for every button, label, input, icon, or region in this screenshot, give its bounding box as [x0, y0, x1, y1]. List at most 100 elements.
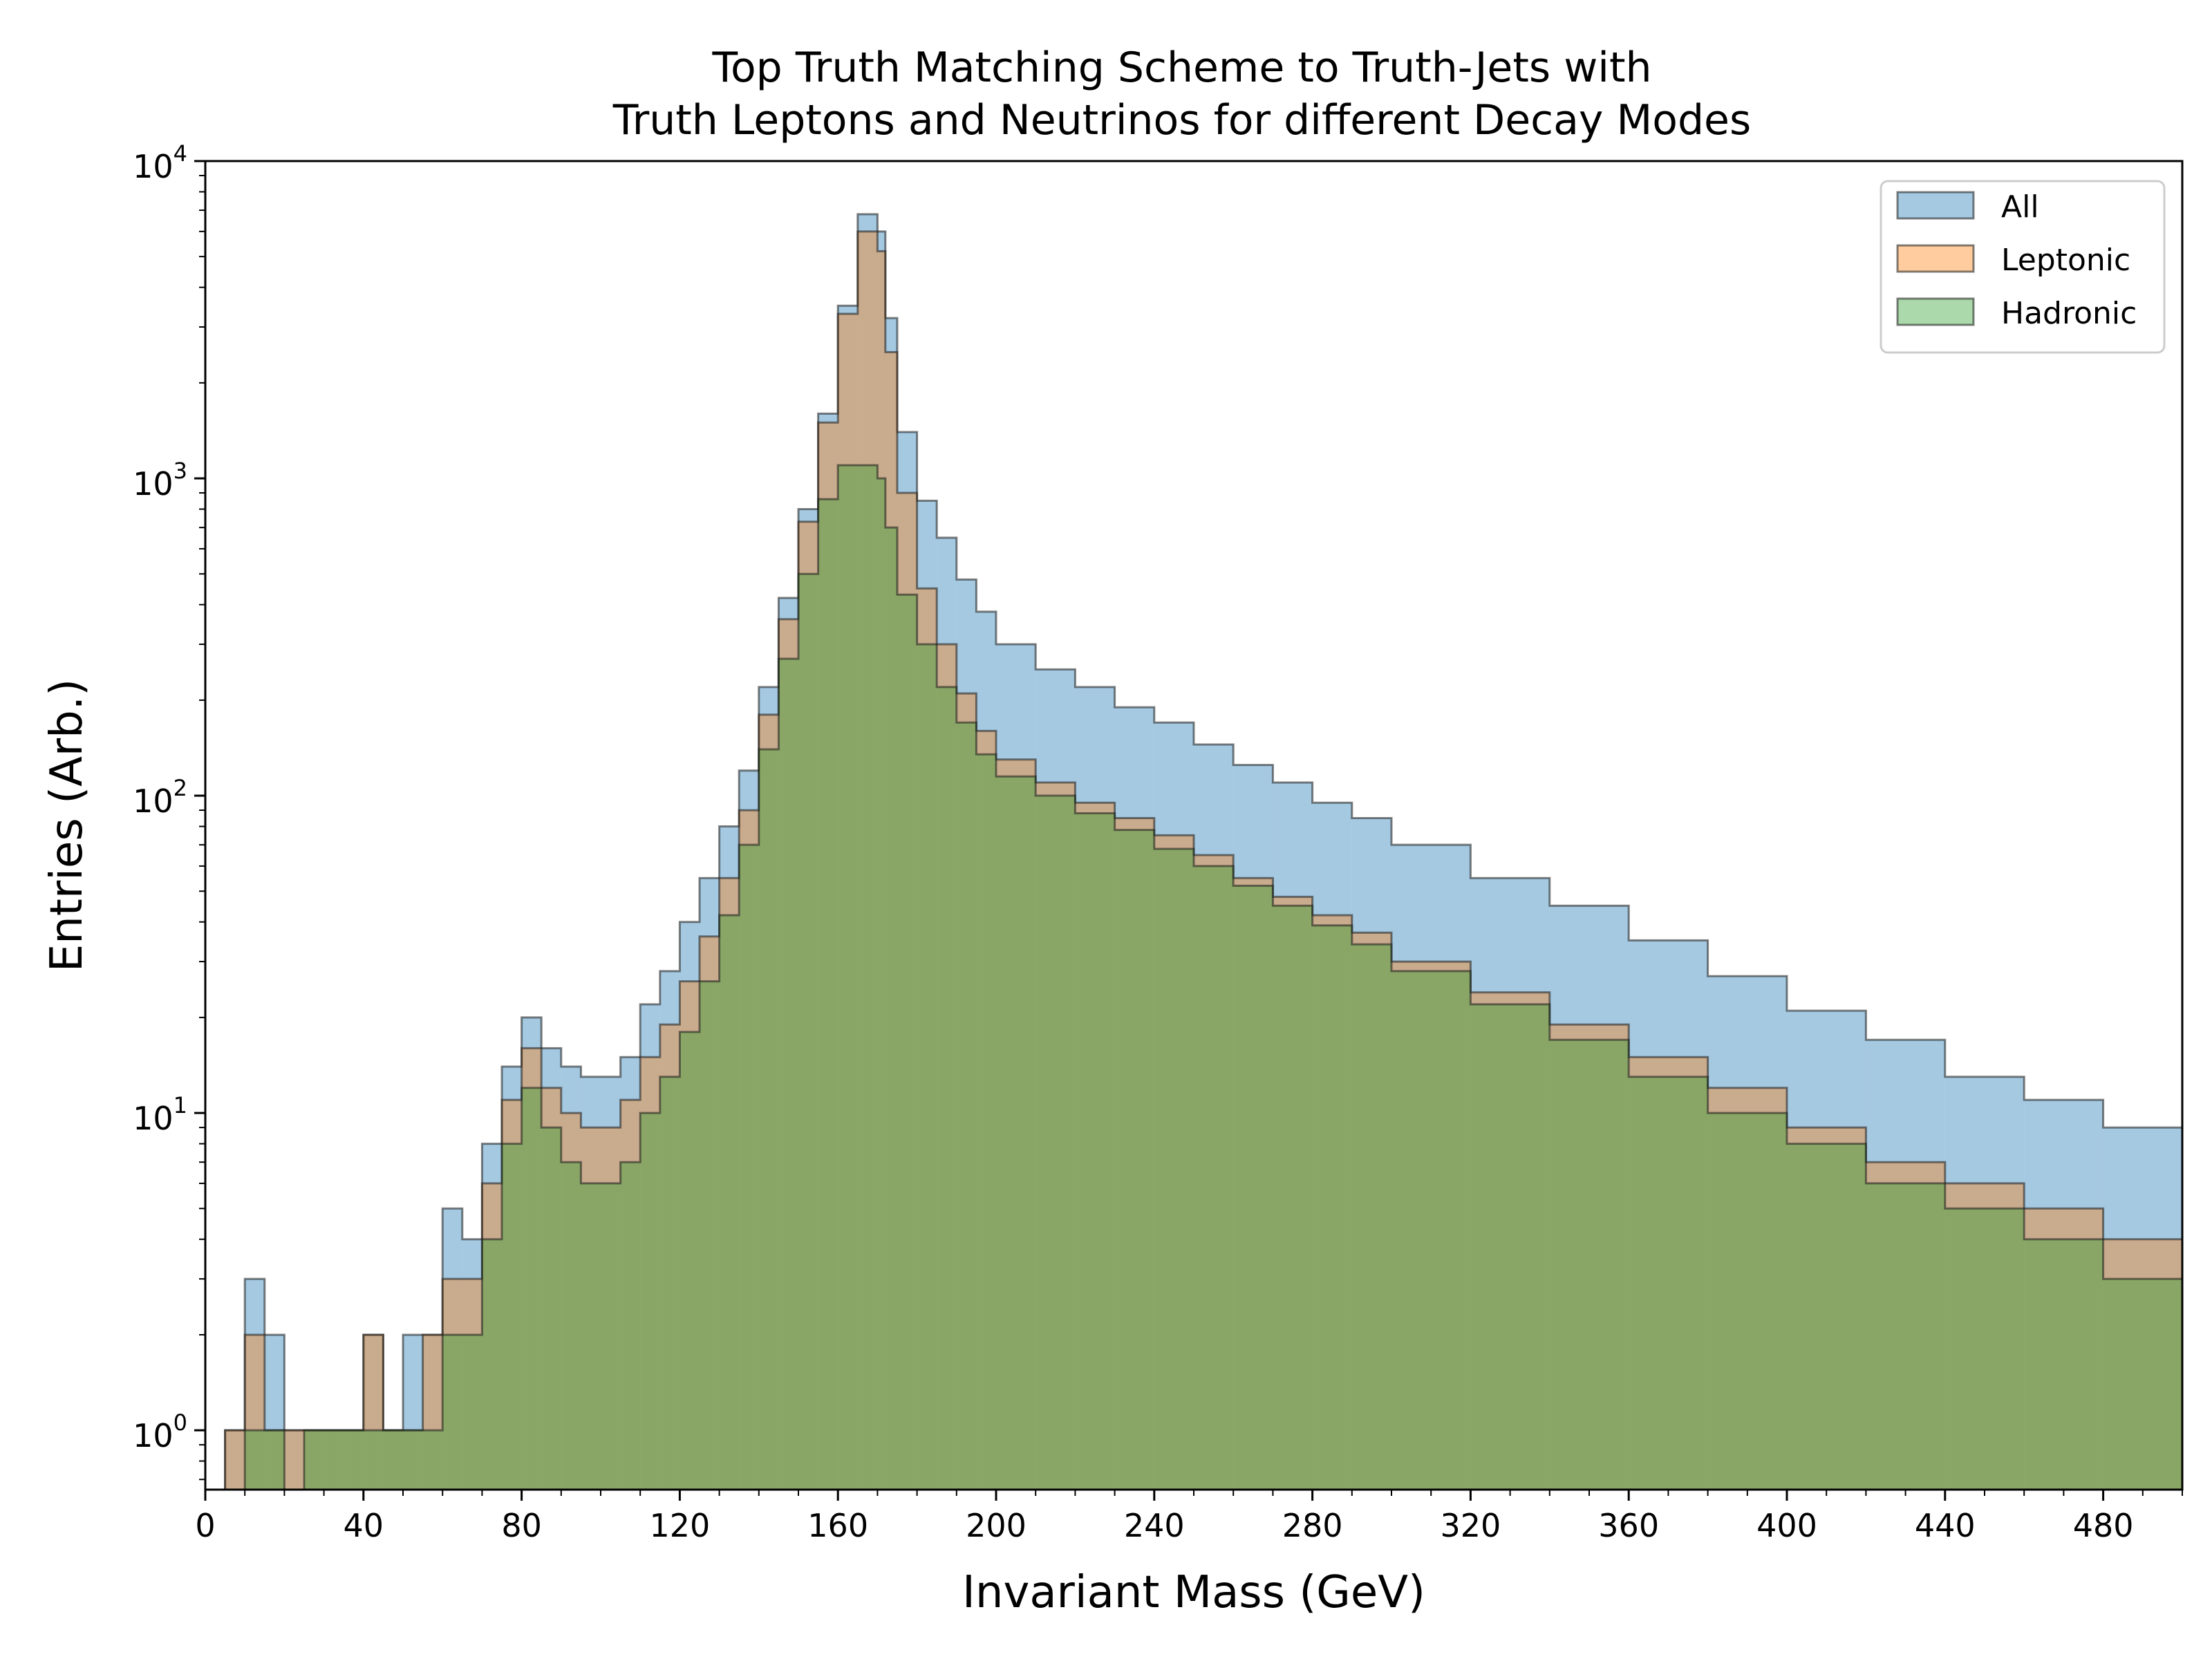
series-all [205, 213, 2182, 1490]
bar-leptonic [225, 1430, 245, 1490]
bar-all [1154, 722, 1194, 1490]
bar-all [1944, 1076, 2025, 1490]
bar-leptonic [284, 1430, 304, 1490]
bar-hadronic [1114, 830, 1154, 1490]
bar-all [659, 971, 680, 1490]
series-leptonic [205, 230, 2182, 1490]
bar-leptonic [1075, 803, 1115, 1490]
bar-leptonic [917, 588, 937, 1490]
bar-leptonic [304, 1430, 324, 1490]
bar-all [225, 1430, 245, 1490]
bar-hadronic [1154, 848, 1194, 1490]
legend-items: All Leptonic Hadronic [1896, 189, 2137, 331]
legend-frame [1880, 180, 2166, 354]
bar-hadronic [937, 686, 957, 1490]
bar-hadronic [304, 1430, 324, 1490]
bar-all [502, 1067, 522, 1490]
bar-all [739, 770, 759, 1490]
bar-hadronic [897, 594, 917, 1490]
bar-all [521, 1017, 542, 1490]
bar-all [324, 1430, 344, 1490]
bar-leptonic [541, 1087, 561, 1490]
bar-leptonic [758, 714, 779, 1490]
bar-hadronic [363, 1430, 384, 1490]
bar-all [877, 231, 885, 1490]
bar-all [1075, 686, 1115, 1490]
bar-leptonic [976, 731, 996, 1490]
series-hadronic [205, 464, 2182, 1490]
bar-all [838, 306, 858, 1490]
bar-leptonic [482, 1183, 502, 1490]
bar-all [561, 1067, 581, 1490]
bar-leptonic [422, 1334, 443, 1490]
bar-hadronic [1233, 885, 1273, 1490]
bar-hadronic [1470, 1004, 1550, 1490]
legend-swatch-hadronic [1896, 297, 1975, 326]
bar-all [917, 500, 937, 1490]
bar-hadronic [739, 845, 759, 1490]
x-tick-label: 80 [501, 1507, 542, 1544]
bar-leptonic [363, 1334, 384, 1490]
bar-leptonic [897, 493, 917, 1490]
bar-all [462, 1239, 482, 1490]
bar-all [897, 431, 917, 1490]
bar-leptonic [877, 251, 885, 1490]
chart-title-line-1: Top Truth Matching Scheme to Truth-Jets … [712, 44, 1652, 92]
bar-hadronic [422, 1430, 443, 1490]
bar-hadronic [245, 1430, 265, 1490]
bar-hadronic [521, 1087, 542, 1490]
bar-all [1470, 878, 1550, 1490]
bar-all [344, 1430, 364, 1490]
x-tick-label: 280 [1282, 1507, 1343, 1544]
bar-hadronic [383, 1430, 403, 1490]
bar-hadronic [1273, 906, 1313, 1490]
bar-hadronic [482, 1239, 502, 1490]
bar-hadronic [1391, 971, 1471, 1490]
bar-hadronic [778, 659, 798, 1490]
bar-all [976, 611, 996, 1490]
bar-hadronic [1194, 865, 1234, 1490]
bar-leptonic [245, 1334, 265, 1490]
bar-leptonic [659, 1024, 680, 1490]
bar-all [1707, 976, 1787, 1490]
bar-leptonic [1351, 932, 1391, 1490]
bar-all [284, 1430, 304, 1490]
y-tick-label: 101 [133, 1092, 187, 1137]
bar-all [363, 1334, 384, 1490]
bar-all [798, 509, 818, 1490]
bar-leptonic [1273, 897, 1313, 1490]
legend: All Leptonic Hadronic [1880, 180, 2166, 354]
x-tick-label: 40 [344, 1507, 384, 1544]
bar-hadronic [1787, 1143, 1866, 1490]
bar-hadronic [502, 1143, 522, 1490]
bar-hadronic [640, 1113, 660, 1490]
bar-leptonic [344, 1430, 364, 1490]
bar-hadronic [1312, 925, 1352, 1490]
bar-leptonic [1470, 992, 1550, 1490]
bar-hadronic [956, 722, 977, 1490]
bar-hadronic [877, 478, 885, 1490]
bar-all [422, 1334, 443, 1490]
legend-label-leptonic: Leptonic [2001, 243, 2130, 278]
legend-swatch-all [1896, 191, 1975, 220]
y-axis-ticks: 100 101 102 103 104 [133, 140, 205, 1481]
bar-all [1549, 906, 1629, 1490]
bar-all [640, 1004, 660, 1490]
bar-all [1312, 803, 1352, 1490]
y-tick-label: 103 [133, 458, 187, 503]
x-tick-label: 480 [2073, 1507, 2134, 1544]
bar-hadronic [620, 1162, 641, 1490]
bar-hadronic [1035, 796, 1076, 1490]
bar-leptonic [798, 521, 818, 1490]
bar-leptonic [383, 1430, 403, 1490]
bar-hadronic [442, 1334, 462, 1490]
bar-leptonic [956, 693, 977, 1490]
x-tick-label: 160 [807, 1507, 868, 1544]
bar-hadronic [264, 1430, 285, 1490]
x-tick-label: 240 [1124, 1507, 1185, 1544]
bar-leptonic [1629, 1057, 1708, 1490]
bar-hadronic [561, 1162, 581, 1490]
bar-all [403, 1334, 423, 1490]
bar-hadronic [403, 1430, 423, 1490]
bar-all [758, 686, 779, 1490]
